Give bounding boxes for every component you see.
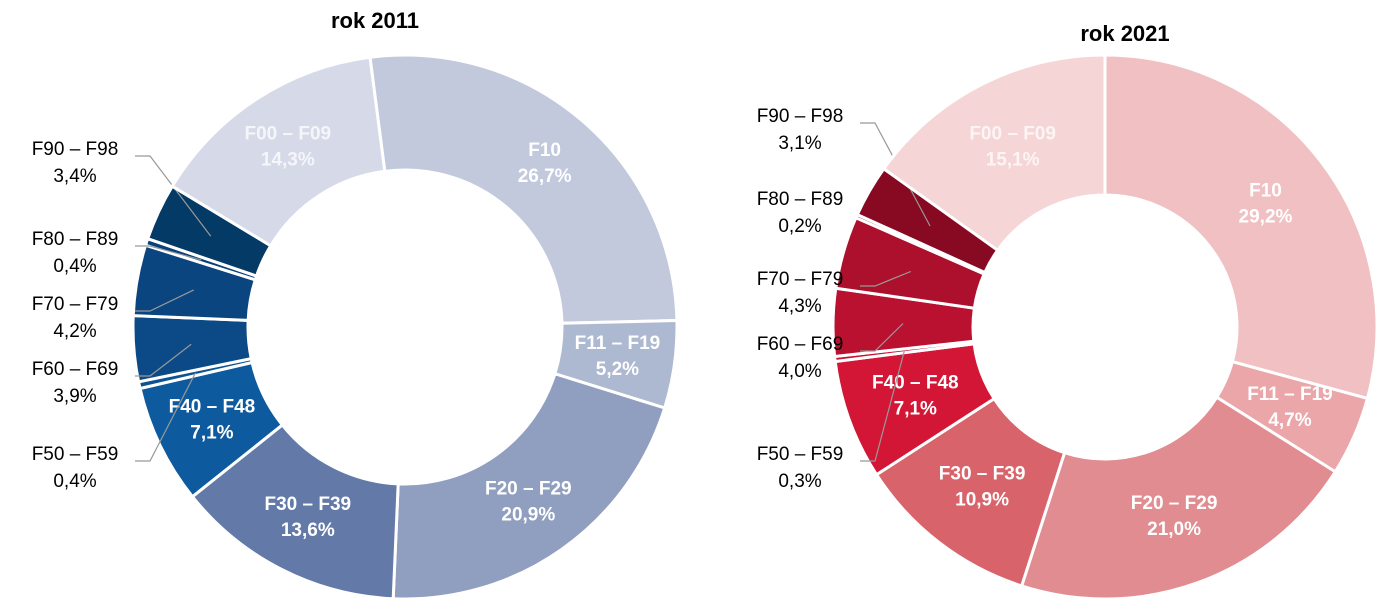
slice-value-label: 26,7%	[518, 166, 572, 187]
slice-label: F40 – F48	[169, 396, 256, 417]
outside-value-label: 3,9%	[53, 386, 96, 407]
slice-label: F00 – F09	[245, 123, 332, 144]
outside-label: F50 – F59	[32, 444, 119, 465]
slice-label: F00 – F09	[969, 123, 1056, 144]
donut-slice	[368, 53, 679, 325]
donut-slice	[1019, 395, 1338, 598]
slice-value-label: 13,6%	[281, 520, 335, 541]
outside-label: F60 – F69	[32, 359, 119, 380]
leader-line	[860, 323, 904, 352]
leader-line	[135, 372, 196, 462]
outside-label: F70 – F79	[32, 294, 119, 315]
outside-label: F60 – F69	[757, 334, 844, 355]
slice-label: F11 – F19	[1247, 384, 1333, 405]
leader-line	[135, 289, 194, 312]
outside-value-label: 4,3%	[778, 296, 821, 317]
slice-value-label: 21,0%	[1147, 519, 1201, 540]
slice-value-label: 7,1%	[190, 422, 233, 443]
slice-label: F20 – F29	[1131, 493, 1218, 514]
outside-label: F70 – F79	[757, 269, 844, 290]
outside-label: F50 – F59	[757, 444, 844, 465]
outside-value-label: 4,2%	[53, 321, 96, 342]
outside-value-label: 4,0%	[778, 361, 821, 382]
slice-value-label: 7,1%	[894, 398, 937, 419]
slice-label: F10	[1249, 180, 1282, 201]
outside-value-label: 0,2%	[778, 216, 821, 237]
slice-label: F20 – F29	[485, 479, 572, 500]
leader-line	[135, 245, 202, 261]
chart-title: rok 2011	[331, 8, 419, 33]
leader-line	[860, 270, 911, 287]
donut-slice	[881, 53, 1107, 253]
leader-line	[860, 122, 931, 227]
outside-value-label: 3,4%	[53, 166, 96, 187]
outside-value-label: 3,1%	[778, 133, 821, 154]
leader-line	[135, 343, 192, 377]
outside-value-label: 0,3%	[778, 471, 821, 492]
leader-line	[135, 155, 212, 237]
outside-label: F90 – F98	[32, 139, 119, 160]
slice-label: F30 – F39	[939, 463, 1026, 484]
outside-value-label: 0,4%	[53, 471, 96, 492]
slice-value-label: 5,2%	[596, 359, 639, 380]
slice-value-label: 14,3%	[261, 149, 315, 170]
slice-label: F30 – F39	[264, 494, 351, 515]
slice-value-label: 29,2%	[1239, 206, 1293, 227]
outside-label: F80 – F89	[757, 189, 844, 210]
donut-slice	[391, 371, 667, 598]
slice-value-label: 10,9%	[955, 489, 1009, 510]
slice-value-label: 15,1%	[986, 149, 1040, 170]
slice-label: F10	[528, 140, 561, 161]
slice-label: F11 – F19	[575, 333, 661, 354]
chart-title: rok 2021	[1080, 21, 1169, 46]
slice-value-label: 4,7%	[1268, 410, 1311, 431]
outside-value-label: 0,4%	[53, 256, 96, 277]
slice-value-label: 20,9%	[501, 505, 555, 526]
leader-line	[860, 350, 905, 462]
outside-label: F90 – F98	[757, 106, 844, 127]
donut-slice	[1103, 53, 1379, 401]
slice-label: F40 – F48	[872, 372, 959, 393]
outside-label: F80 – F89	[32, 229, 119, 250]
donut-slice	[170, 55, 387, 248]
